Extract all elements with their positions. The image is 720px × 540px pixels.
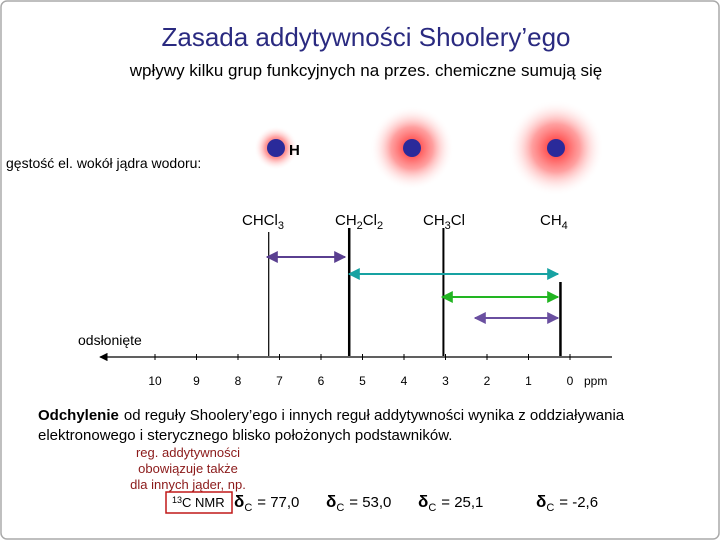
delta-symbol: δ	[536, 492, 546, 511]
subscript: 4	[562, 220, 568, 232]
shift-value: = 53,0	[349, 494, 391, 511]
nmr-sup: 13	[172, 495, 182, 505]
formula-part: Cl	[363, 212, 377, 229]
tick-label: 0	[567, 374, 574, 388]
subscript: 2	[377, 220, 383, 232]
compound-label: CH2Cl2	[335, 212, 383, 232]
nucleus	[547, 139, 565, 157]
nmr-label: 13C NMR	[172, 495, 225, 510]
formula-part: CH	[335, 212, 357, 229]
nucleus	[267, 139, 285, 157]
paragraph-text: od reguły Shoolery’ego i innych reguł ad…	[124, 407, 625, 424]
subscript: 2	[357, 220, 363, 232]
shift-value: = -2,6	[559, 494, 598, 511]
tick-label: 8	[235, 374, 242, 388]
paragraph-line: elektronowego i sterycznego blisko położ…	[38, 427, 452, 444]
tick-label: 7	[276, 374, 283, 388]
formula-part: CH	[423, 212, 445, 229]
note-line: obowiązuje także	[138, 461, 238, 476]
shift: δC = 77,0	[234, 492, 299, 514]
subscript: C	[546, 502, 554, 514]
delta-symbol: δ	[418, 492, 428, 511]
nmr-box	[165, 491, 233, 514]
density-label: gęstość el. wokół jądra wodoru:	[6, 155, 201, 171]
subscript: C	[336, 502, 344, 514]
paragraph-line: Odchylenie od reguły Shoolery’ego i innyc…	[38, 407, 625, 424]
tick-label: 4	[401, 374, 408, 388]
note-line: dla innych jąder, np.	[130, 477, 246, 492]
shift: δC = 25,1	[418, 492, 483, 514]
tick-label: 6	[318, 374, 325, 388]
shift-value: = 77,0	[257, 494, 299, 511]
note-line: reg. addytywności	[136, 445, 240, 460]
atom-label: H	[289, 142, 300, 159]
tick-label: 9	[193, 374, 200, 388]
subscript: C	[244, 502, 252, 514]
tick-label: 1	[525, 374, 532, 388]
subscript: C	[428, 502, 436, 514]
formula-part: CHCl	[242, 212, 278, 229]
nucleus	[403, 139, 421, 157]
subscript: 3	[278, 220, 284, 232]
subscript: 3	[445, 220, 451, 232]
tick-label: 10	[148, 374, 162, 388]
compound-label: CH4	[540, 212, 568, 232]
note: reg. addytywności obowiązuje także dla i…	[130, 445, 246, 492]
compound-label: CHCl3	[242, 212, 284, 232]
subtitle: wpływy kilku grup funkcyjnych na przes. …	[129, 61, 602, 80]
nmr-text: C NMR	[182, 495, 225, 510]
formula-part: CH	[540, 212, 562, 229]
tick-label: 5	[359, 374, 366, 388]
title: Zasada addytywności Shoolery’ego	[161, 22, 570, 52]
tick-label: 2	[484, 374, 491, 388]
delta-symbol: δ	[326, 492, 336, 511]
shift-value: = 25,1	[441, 494, 483, 511]
delta-symbol: δ	[234, 492, 244, 511]
compound-label: CH3Cl	[423, 212, 465, 232]
shift: δC = 53,0	[326, 492, 391, 514]
compounds: CHCl3 CH2Cl2 CH3Cl CH4	[242, 212, 568, 232]
shifts: δC = 77,0 δC = 53,0 δC = 25,1 δC = -2,6	[234, 492, 598, 514]
paragraph-bold: Odchylenie	[38, 407, 119, 424]
deshielded-label: odsłonięte	[78, 332, 142, 348]
formula-part: Cl	[451, 212, 465, 229]
shift: δC = -2,6	[536, 492, 598, 514]
axis-unit: ppm	[584, 374, 607, 388]
tick-label: 3	[442, 374, 449, 388]
